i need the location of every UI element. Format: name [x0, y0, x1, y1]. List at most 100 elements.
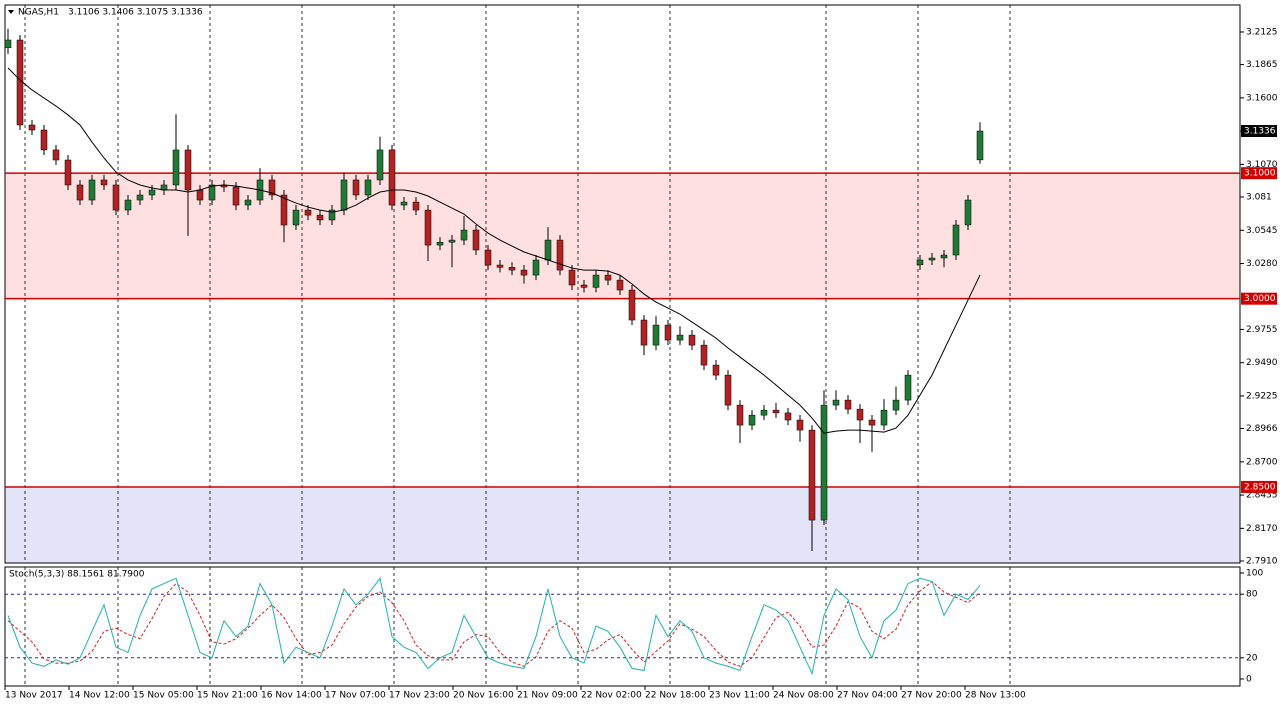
- y-tick-label: 3.1865: [1246, 60, 1278, 70]
- candle-body: [952, 224, 960, 256]
- level-label: 2.8500: [1244, 482, 1276, 492]
- candle-body: [844, 399, 852, 410]
- x-tick-label: 21 Nov 09:00: [517, 691, 578, 701]
- stoch-tick-label: 100: [1246, 569, 1263, 579]
- candle-body: [868, 419, 876, 426]
- y-tick-label: 2.8700: [1246, 457, 1278, 467]
- candle-body: [652, 324, 660, 346]
- candle-body: [52, 149, 60, 161]
- candle-body: [880, 409, 888, 426]
- stoch-frame: [4, 566, 1241, 687]
- candle-body: [124, 199, 132, 211]
- candle-body: [700, 344, 708, 366]
- x-tick-label: 22 Nov 02:00: [581, 691, 642, 701]
- stoch-tick-label: 0: [1246, 675, 1252, 685]
- candle-body: [796, 419, 804, 431]
- candle-body: [664, 324, 672, 341]
- candle-body: [400, 201, 408, 206]
- candle-body: [64, 159, 72, 186]
- candle-body: [628, 289, 636, 321]
- y-tick-label: 2.9755: [1246, 325, 1278, 335]
- candle-body: [688, 334, 696, 346]
- level-label-box: [1241, 167, 1277, 180]
- candle-body: [136, 194, 144, 201]
- candle-body: [556, 239, 564, 271]
- candle-body: [436, 241, 444, 246]
- x-tick-label: 15 Nov 05:00: [133, 691, 194, 701]
- candle-body: [4, 39, 12, 48]
- menu-arrow[interactable]: [8, 10, 14, 14]
- candle-body: [304, 209, 312, 216]
- candle-body: [88, 179, 96, 201]
- candle-body: [916, 259, 924, 266]
- candle-body: [676, 334, 684, 341]
- y-tick-label: 3.1070: [1246, 160, 1278, 170]
- y-tick-label: 2.9225: [1246, 391, 1278, 401]
- candle-body: [412, 201, 420, 211]
- candle-body: [448, 239, 456, 243]
- symbol: NGAS,H1: [18, 8, 59, 18]
- x-tick-label: 20 Nov 16:00: [453, 691, 514, 701]
- candle-body: [496, 264, 504, 268]
- candle-body: [208, 184, 216, 201]
- level-label: 3.0000: [1244, 294, 1276, 304]
- moving-average: [7, 67, 981, 434]
- candle-body: [328, 209, 336, 221]
- candle-body: [460, 229, 468, 241]
- stoch-tick-label: 80: [1246, 590, 1258, 600]
- candle-body: [340, 179, 348, 211]
- candle-body: [148, 189, 156, 196]
- level-label-box: [1241, 480, 1277, 493]
- candle-body: [184, 149, 192, 191]
- x-tick-label: 24 Nov 08:00: [773, 691, 834, 701]
- candle-body: [592, 274, 600, 288]
- stoch-title: Stoch(5,3,3) 88.1561 81.7900: [9, 570, 145, 580]
- candle-body: [940, 254, 948, 259]
- candle-body: [928, 257, 936, 261]
- candle-body: [724, 374, 732, 406]
- y-tick-label: 2.8435: [1246, 491, 1278, 501]
- y-tick-label: 2.8170: [1246, 524, 1278, 534]
- candle-body: [16, 39, 24, 126]
- candle-body: [604, 274, 612, 281]
- candle-body: [484, 249, 492, 266]
- x-tick-label: 27 Nov 04:00: [837, 691, 898, 701]
- stoch-tick-label: 20: [1246, 653, 1258, 663]
- candle-body: [196, 189, 204, 201]
- candle-body: [232, 186, 240, 206]
- candle-body: [100, 179, 108, 186]
- candle-body: [28, 124, 36, 131]
- candle-body: [376, 149, 384, 181]
- x-tick-label: 16 Nov 14:00: [261, 691, 322, 701]
- y-tick-label: 3.081: [1246, 193, 1272, 203]
- x-tick-label: 27 Nov 20:00: [901, 691, 962, 701]
- candle-body: [856, 408, 864, 421]
- candle-body: [616, 279, 624, 291]
- y-tick-label: 2.7910: [1246, 556, 1278, 566]
- candle-body: [832, 399, 840, 406]
- y-tick-label: 3.1600: [1246, 93, 1278, 103]
- current-price-box: [1241, 125, 1277, 138]
- candle-body: [292, 209, 300, 226]
- candle-body: [172, 149, 180, 186]
- price-frame: [4, 4, 1241, 564]
- candle-body: [268, 179, 276, 196]
- candle-body: [976, 130, 984, 161]
- candle-body: [772, 409, 780, 414]
- candle-body: [964, 199, 972, 226]
- candle-body: [280, 194, 288, 226]
- zone: [5, 486, 1240, 563]
- price-panel: [5, 173, 1240, 563]
- candle-body: [892, 399, 900, 411]
- candle-body: [736, 404, 744, 426]
- candle-body: [244, 199, 252, 206]
- candle-body: [760, 409, 768, 416]
- candle-body: [712, 364, 720, 376]
- x-tick-label: 22 Nov 18:00: [645, 691, 706, 701]
- stoch-main: [7, 577, 981, 676]
- candle-body: [40, 129, 48, 151]
- candle-body: [76, 184, 84, 201]
- candle-body: [364, 179, 372, 196]
- y-tick-label: 3.2125: [1246, 27, 1278, 37]
